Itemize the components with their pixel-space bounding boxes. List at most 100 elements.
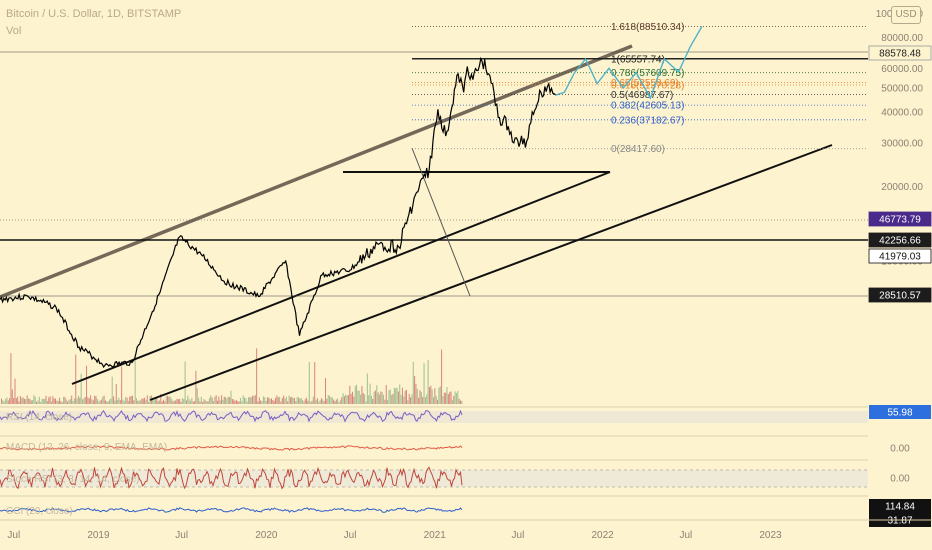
volume-bar [310, 401, 312, 404]
volume-bar [2, 400, 4, 404]
volume-bar [25, 399, 27, 404]
volume-bar [460, 400, 461, 404]
fib-level-label: 0.5(46987.67) [611, 90, 673, 101]
volume-label: Vol [6, 25, 22, 37]
indicator-label: RSI (14, close) [6, 412, 72, 423]
volume-bar [191, 397, 193, 404]
volume-bar [173, 400, 175, 404]
volume-bars [1, 348, 463, 404]
volume-bar [72, 401, 74, 404]
volume-bar [130, 395, 132, 404]
stoch-value-tag-bg [869, 471, 931, 485]
y-tick-label: 20000.00 [881, 182, 923, 193]
volume-bar [271, 398, 272, 404]
fib-level-label: 0(28417.60) [611, 144, 665, 155]
volume-bar [437, 399, 439, 404]
y-tick-label: 60000.00 [881, 64, 923, 75]
volume-bar [64, 396, 66, 404]
volume-bar [46, 400, 48, 404]
volume-bar [311, 400, 313, 404]
volume-bar [415, 383, 417, 404]
volume-bar [257, 401, 259, 404]
x-tick-label: Jul [7, 530, 20, 541]
volume-bar [242, 395, 244, 404]
volume-bar [163, 399, 164, 404]
volume-bar [73, 398, 75, 404]
volume-bar [177, 399, 179, 404]
volume-bar [319, 400, 321, 404]
outer-channel-upper [0, 44, 633, 299]
volume-bar [285, 396, 287, 404]
volume-bar [167, 395, 169, 404]
volume-bar [356, 384, 358, 404]
volume-bar [323, 401, 325, 404]
volume-bar [187, 395, 189, 404]
volume-bar [126, 397, 128, 404]
volume-bar [268, 397, 270, 404]
volume-bar [342, 393, 344, 404]
volume-bar [339, 400, 341, 404]
volume-bar [303, 401, 305, 404]
volume-bar [253, 395, 255, 404]
volume-bar [80, 373, 82, 404]
volume-bar [190, 400, 191, 404]
volume-bar [7, 400, 9, 404]
volume-bar [418, 397, 420, 404]
volume-bar [407, 400, 409, 404]
rsi-line [0, 409, 463, 423]
volume-bar [387, 399, 389, 404]
volume-bar [370, 395, 372, 404]
volume-bar [21, 397, 23, 404]
volume-bar [84, 396, 86, 404]
volume-bar [227, 396, 229, 404]
volume-bar [30, 400, 32, 404]
volume-bar [125, 396, 127, 404]
volume-bar [284, 398, 286, 404]
rsi-value-tag-bg [869, 405, 931, 419]
volume-bar [180, 401, 182, 404]
volume-bar [19, 395, 21, 404]
fib-level-label: 0.382(42605.13) [611, 101, 684, 112]
volume-bar [22, 397, 24, 404]
volume-bar [231, 398, 233, 404]
volume-bar [401, 387, 403, 404]
volume-bar [34, 396, 36, 404]
volume-bar [148, 401, 150, 404]
volume-bar [185, 400, 187, 404]
volume-bar [168, 396, 170, 404]
volume-bar [195, 370, 197, 404]
volume-bar [451, 400, 453, 404]
volume-bar [61, 401, 63, 404]
volume-bar [49, 396, 51, 404]
volume-bar [334, 401, 336, 404]
volume-bar [446, 386, 448, 404]
volume-bar [295, 401, 297, 404]
currency-button[interactable]: USD [891, 6, 921, 24]
x-tick-label: Jul [512, 530, 525, 541]
x-tick-label: 2020 [255, 530, 278, 541]
volume-bar [76, 398, 78, 404]
volume-bar [154, 397, 156, 404]
volume-bar [412, 361, 414, 404]
volume-bar [13, 398, 15, 404]
stoch-band [0, 470, 868, 487]
volume-bar [343, 396, 345, 404]
volume-bar [198, 397, 200, 404]
volume-bar [184, 361, 186, 404]
volume-bar [368, 395, 370, 404]
volume-bar [237, 401, 239, 404]
volume-bar [26, 395, 28, 404]
volume-bar [104, 400, 106, 404]
volume-bar [307, 400, 309, 404]
volume-bar [75, 354, 77, 404]
volume-bar [281, 397, 283, 404]
volume-bar [262, 396, 264, 404]
volume-bar [376, 385, 378, 404]
y-tick-label: 30000.00 [881, 138, 923, 149]
volume-bar [222, 399, 224, 404]
volume-bar [266, 397, 268, 404]
volume-bar [53, 398, 55, 404]
volume-bar [175, 400, 177, 404]
